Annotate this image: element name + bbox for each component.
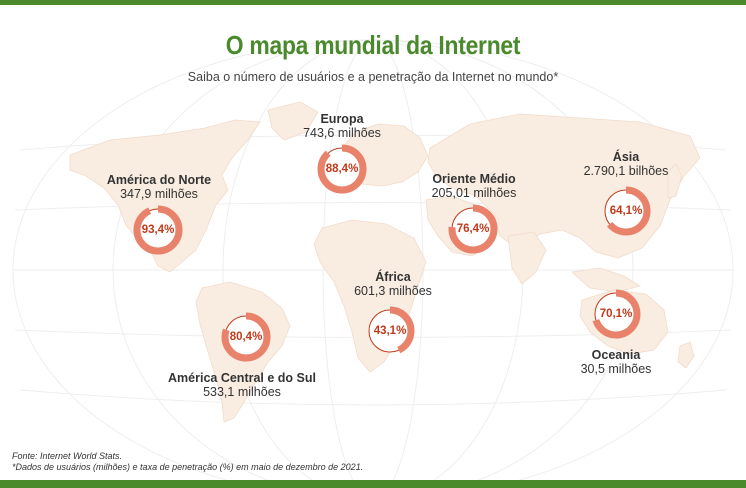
donut-percent-label: 64,1% xyxy=(609,205,643,217)
donut-value-arc xyxy=(317,144,367,194)
continent-japan xyxy=(667,163,683,199)
region-name: África xyxy=(375,270,411,284)
donut-ring xyxy=(221,312,271,362)
donut-value-arc xyxy=(448,204,498,254)
region-users: 601,3 milhões xyxy=(354,284,432,298)
bottom-accent-bar xyxy=(0,480,746,488)
footnote-source: Fonte: Internet World Stats. xyxy=(12,451,123,461)
donut-oceania: 70,1% xyxy=(590,288,642,340)
continent-new-zealand xyxy=(677,341,695,369)
donut-value-arc xyxy=(365,306,415,356)
donut-ring xyxy=(133,205,183,255)
donut-middle-east: 76,4% xyxy=(447,203,499,255)
region-name: Oceania xyxy=(591,348,641,362)
top-accent-bar xyxy=(0,0,746,5)
continent-greenland xyxy=(267,101,319,141)
region-name: Europa xyxy=(320,112,364,126)
region-label-south-america: América Central e do Sul 533,1 milhões xyxy=(157,371,327,399)
donut-value-arc xyxy=(601,186,651,236)
donut-ring xyxy=(591,289,641,339)
page-title: O mapa mundial da Internet xyxy=(225,30,521,60)
region-label-africa: África 601,3 milhões xyxy=(313,270,473,298)
donut-ring xyxy=(601,186,651,236)
donut-north-america: 93,4% xyxy=(132,204,184,256)
donut-percent-label: 43,1% xyxy=(373,325,407,337)
donut-south-america: 80,4% xyxy=(220,311,272,363)
region-label-north-america: América do Norte 347,9 milhões xyxy=(79,173,239,201)
region-label-middle-east: Oriente Médio 205,01 milhões xyxy=(394,172,554,200)
donut-value-arc xyxy=(133,205,183,255)
donut-value-arc xyxy=(221,312,271,362)
region-label-oceania: Oceania 30,5 milhões xyxy=(536,348,696,376)
donut-europe: 88,4% xyxy=(316,143,368,195)
donut-ring xyxy=(365,306,415,356)
continent-indonesia xyxy=(571,267,642,293)
continent-north-america xyxy=(69,119,261,273)
region-users: 205,01 milhões xyxy=(431,186,517,200)
region-users: 2.790,1 bilhões xyxy=(583,164,669,178)
donut-ring xyxy=(448,204,498,254)
donut-percent-label: 93,4% xyxy=(141,224,175,236)
donut-asia: 64,1% xyxy=(600,185,652,237)
footnote-note: *Dados de usuários (milhões) e taxa de p… xyxy=(12,462,364,472)
region-label-europe: Europa 743,6 milhões xyxy=(262,112,422,140)
region-label-asia: Ásia 2.790,1 bilhões xyxy=(546,150,706,178)
region-users: 30,5 milhões xyxy=(580,362,652,376)
region-name: América do Norte xyxy=(106,173,212,187)
region-name: Oriente Médio xyxy=(432,172,516,186)
region-users: 347,9 milhões xyxy=(120,187,198,201)
region-users: 743,6 milhões xyxy=(303,126,381,140)
donut-ring xyxy=(317,144,367,194)
donut-africa: 43,1% xyxy=(364,305,416,357)
donut-percent-label: 76,4% xyxy=(456,223,490,235)
region-name: América Central e do Sul xyxy=(168,371,316,385)
page-subtitle: Saiba o número de usuários e a penetraçã… xyxy=(187,70,559,84)
region-users: 533,1 milhões xyxy=(203,385,281,399)
continent-india xyxy=(507,231,547,285)
donut-percent-label: 80,4% xyxy=(229,331,263,343)
donut-percent-label: 88,4% xyxy=(325,163,359,175)
donut-value-arc xyxy=(591,289,641,339)
region-name: Ásia xyxy=(612,150,640,164)
donut-percent-label: 70,1% xyxy=(599,308,633,320)
